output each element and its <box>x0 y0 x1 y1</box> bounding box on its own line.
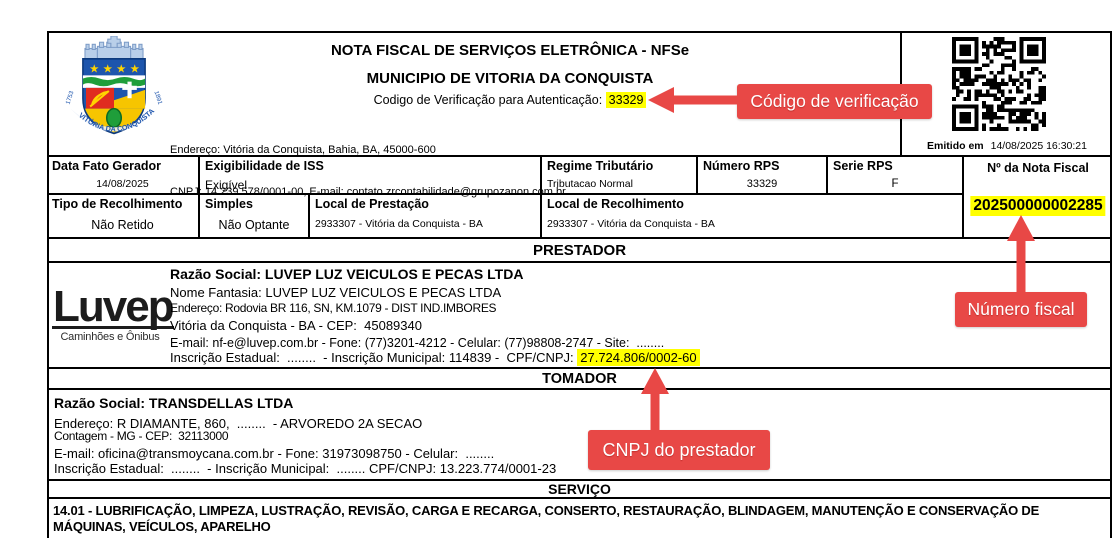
field-regime-tributario: Regime Tributário Tributacao Normal <box>540 157 696 193</box>
field-label: Data Fato Gerador <box>52 159 162 173</box>
luvep-logo-text: Luvep <box>52 282 175 331</box>
callout-verification-code: Código de verificação <box>737 84 932 119</box>
tomador-endereco: Endereço: R DIAMANTE, 860, ........ - AR… <box>54 416 423 431</box>
prestador-inscricoes: Inscrição Estadual: ........ - Inscrição… <box>170 349 700 366</box>
issuer-contact-block: Endereço: Vitória da Conquista, Bahia, B… <box>170 115 566 227</box>
prestador-endereco: Endereço: Rodovia BR 116, SN, KM.1079 - … <box>170 301 497 315</box>
crest-year-left: 1753 <box>65 90 76 106</box>
emitted-label: Emitido em <box>927 140 984 152</box>
emitted-datetime: 14/08/2025 16:30:21 <box>990 140 1087 152</box>
field-simples: Simples Não Optante <box>198 195 308 237</box>
servico-descricao: 14.01 - LUBRIFICAÇÃO, LIMPEZA, LUSTRAÇÃO… <box>53 503 1040 534</box>
field-value: F <box>891 178 899 190</box>
qr-code-icon <box>952 37 1046 131</box>
info-row-1: Data Fato Gerador 14/08/2025 Exigibilida… <box>47 155 962 193</box>
field-value: 14/08/2025 <box>96 178 149 190</box>
document-title: NOTA FISCAL DE SERVIÇOS ELETRÔNICA - NFS… <box>330 42 690 59</box>
field-local-prestacao: Local de Prestação 2933307 - Vitória da … <box>308 195 540 237</box>
tomador-contato: E-mail: oficina@transmoycana.com.br - Fo… <box>54 446 495 461</box>
field-label: Regime Tributário <box>547 159 654 173</box>
invoice-page-border <box>47 31 1112 538</box>
luvep-logo-subtext: Caminhões e Ônibus <box>60 331 160 343</box>
field-value: 2933307 - Vitória da Conquista - BA <box>547 218 715 230</box>
field-local-recolhimento: Local de Recolhimento 2933307 - Vitória … <box>540 195 962 237</box>
section-title-prestador: PRESTADOR <box>47 237 1112 263</box>
field-value: Tributacao Normal <box>547 178 633 190</box>
issuer-cnpj-email: CNPJ: 14.239.578/0001-00, E-mail: contat… <box>170 186 566 198</box>
field-label: Exigibilidade de ISS <box>205 159 324 173</box>
prestador-cidade-cep: Vitória da Conquista - BA - CEP: 4508934… <box>170 318 422 333</box>
field-label: Tipo de Recolhimento <box>52 197 183 211</box>
prestador-inscricao-prefix: Inscrição Estadual: ........ - Inscrição… <box>170 350 578 365</box>
field-numero-rps: Número RPS 33329 <box>696 157 826 193</box>
field-data-fato-gerador: Data Fato Gerador 14/08/2025 <box>47 157 198 193</box>
municipality-title: MUNICIPIO DE VITORIA DA CONQUISTA <box>366 70 654 87</box>
issuer-address: Endereço: Vitória da Conquista, Bahia, B… <box>170 144 436 156</box>
field-exigibilidade-iss: Exigibilidade de ISS Exigível <box>198 157 540 193</box>
field-value: Não Retido <box>91 218 154 232</box>
svg-text:★: ★ <box>89 61 99 75</box>
prestador-razao-social: Razão Social: LUVEP LUZ VEICULOS E PECAS… <box>170 266 524 282</box>
field-value: 33329 <box>746 178 778 190</box>
tomador-razao-social: Razão Social: TRANSDELLAS LTDA <box>54 395 294 411</box>
field-label: Serie RPS <box>833 159 893 173</box>
prestador-contato: E-mail: nf-e@luvep.com.br - Fone: (77)32… <box>170 336 665 350</box>
svg-text:★: ★ <box>103 61 113 75</box>
section-title-tomador: TOMADOR <box>47 367 1112 390</box>
section-title-servico: SERVIÇO <box>47 479 1112 499</box>
field-value: Não Optante <box>218 218 290 232</box>
verification-line: Codigo de Verificação para Autenticação:… <box>120 92 900 108</box>
field-value: 2933307 - Vitória da Conquista - BA <box>315 218 483 230</box>
crest-year-right: 1891 <box>152 90 163 106</box>
prestador-cnpj-highlight: 27.724.806/0002-60 <box>577 349 700 366</box>
field-label: Local de Recolhimento <box>547 197 684 211</box>
prestador-nome-fantasia: Nome Fantasia: LUVEP LUZ VEICULOS E PECA… <box>170 285 502 300</box>
field-label: Número RPS <box>703 159 780 173</box>
field-tipo-recolhimento: Tipo de Recolhimento Não Retido <box>47 195 198 237</box>
field-numero-nota-fiscal: Nº da Nota Fiscal 202500000002285 <box>962 155 1112 237</box>
field-label: Nº da Nota Fiscal <box>987 161 1089 175</box>
callout-cnpj-prestador: CNPJ do prestador <box>588 430 770 470</box>
tomador-cidade-cep: Contagem - MG - CEP: 32113000 <box>54 429 229 443</box>
prestador-logo: Luvep Caminhões e Ônibus <box>52 285 175 343</box>
verification-code-highlight: 33329 <box>605 92 647 108</box>
emitted-at: Emitido em 14/08/2025 16:30:21 <box>902 140 1112 152</box>
field-label: Simples <box>205 197 253 211</box>
tomador-inscricoes: Inscrição Estadual: ........ - Inscrição… <box>54 461 557 476</box>
info-row-2: Tipo de Recolhimento Não Retido Simples … <box>47 193 962 237</box>
verification-label: Codigo de Verificação para Autenticação: <box>373 93 606 107</box>
municipal-coat-of-arms-icon: ★ ★ ★ ★ VITÓRIA DA CONQUISTA 1753 1891 <box>65 36 164 135</box>
field-serie-rps: Serie RPS F <box>826 157 962 193</box>
svg-text:★: ★ <box>130 61 140 75</box>
field-value: Exigível <box>205 178 248 192</box>
qr-panel: Emitido em 14/08/2025 16:30:21 <box>900 31 1112 155</box>
callout-fiscal-number: Número fiscal <box>955 292 1087 327</box>
field-label: Local de Prestação <box>315 197 429 211</box>
nota-fiscal-number-highlight: 202500000002285 <box>970 196 1106 216</box>
svg-text:★: ★ <box>116 61 126 75</box>
